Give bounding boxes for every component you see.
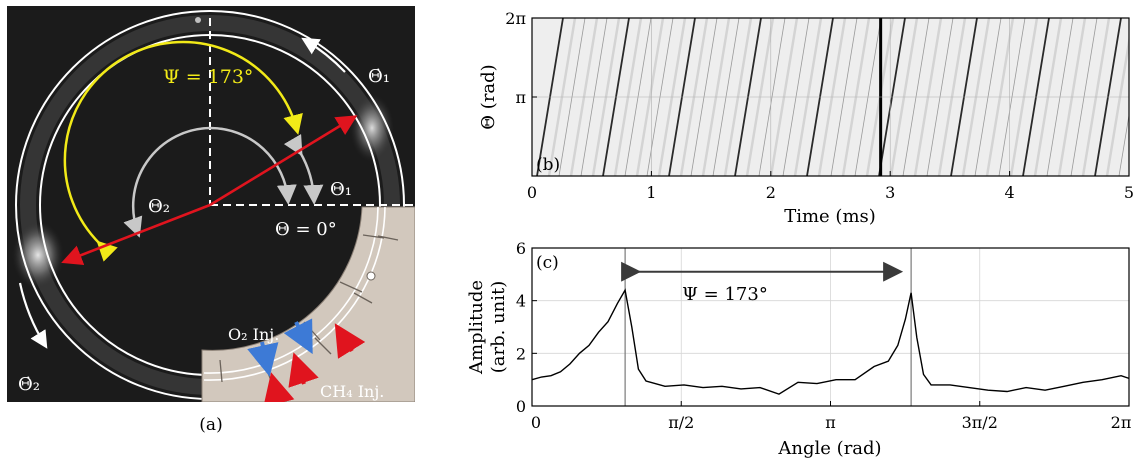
panel-b-ylabel: Θ (rad) (478, 64, 499, 129)
o2-label: O₂ Inj. (228, 325, 279, 344)
x-tick-label: 0 (531, 413, 541, 432)
o2-arrow-2 (247, 341, 279, 377)
amplitude-series-line (531, 288, 1130, 395)
theta2-label: Θ₂ (148, 196, 170, 217)
panel-b-grid (532, 18, 1129, 176)
panel-c-ylabel-line2: (arb. unit) (488, 281, 509, 374)
injector-arc-1 (203, 206, 379, 374)
ch4-label: CH₄ Inj. (320, 382, 384, 401)
x-tick-label: 5 (1124, 183, 1134, 202)
flame-glow-right (350, 94, 394, 162)
x-tick-label: 1 (646, 183, 656, 202)
theta1-label: Θ₁ (330, 179, 352, 200)
red-line-left (61, 203, 211, 266)
theta0-label: Θ = 0° (275, 219, 337, 240)
theta2-dot-label: Θ̇₂ (18, 374, 40, 395)
theta2-arc (123, 126, 211, 238)
y-tick-label: 2 (516, 344, 526, 363)
panel-b-ticks: 0 1 2 3 4 5 2π π (505, 9, 1134, 202)
panel-c-psi-label: Ψ = 173° (682, 284, 768, 305)
panel-c-tag: (c) (536, 253, 559, 273)
psi-label-a: Ψ = 173° (163, 66, 253, 88)
x-tick-label: 4 (1005, 183, 1015, 202)
x-tick-label: 0 (527, 183, 537, 202)
theta2-dot-arrow (18, 282, 48, 349)
x-tick-label: 2 (766, 183, 776, 202)
panel-b-xlabel: Time (ms) (784, 206, 876, 227)
theta1-dot-arrow (301, 37, 346, 73)
y-tick-label: 6 (516, 239, 526, 258)
flame-glow-left (12, 221, 64, 289)
texture-stripe (1118, 112, 1129, 176)
texture-stripe-light (1131, 18, 1146, 176)
panel-c-ticks: 0 π/2 π 3π/2 2π 0 2 4 6 (516, 239, 1132, 432)
y-tick-label: 0 (516, 397, 526, 416)
psi-arc (63, 40, 303, 262)
y-tick-label: 2π (505, 9, 526, 28)
panel-b: 0 1 2 3 4 5 2π π (b) Θ (rad) Time (ms) (478, 9, 1146, 227)
ch4-arrow-3 (263, 372, 295, 402)
panel-b-tag: (b) (536, 155, 560, 175)
x-tick-label: π (825, 413, 836, 432)
x-tick-label: 3π/2 (962, 413, 998, 432)
x-tick-label: 2π (1111, 413, 1132, 432)
theta1-arc-outer (283, 134, 324, 205)
panel-c-grid (532, 248, 1129, 406)
panel-a: Ψ = 173° Θ₂ Θ₁ Θ = 0° Θ̇₁ Θ̇₂ O₂ Inj. CH… (7, 6, 415, 435)
ch4-arrow-2 (288, 352, 319, 388)
y-tick-label: π (515, 88, 526, 107)
injector-arc-2 (203, 206, 386, 381)
panel-c: 0 π/2 π 3π/2 2π 0 2 4 6 Ψ = 173° (c) Amplitude (… (466, 239, 1131, 459)
red-line-right (209, 115, 358, 207)
theta1-dot-label: Θ̇₁ (368, 66, 390, 87)
o2-arrow-1 (283, 318, 313, 355)
ch4-arrow-1 (334, 323, 366, 359)
injector-hole (366, 271, 376, 281)
panel-c-ylabel-line1: Amplitude (466, 280, 487, 375)
y-tick-label: 4 (516, 292, 526, 311)
x-tick-label: 3 (885, 183, 895, 202)
bright-spot (195, 17, 201, 23)
panel-c-xlabel: Angle (rad) (777, 438, 881, 459)
panel-a-caption: (a) (199, 415, 222, 435)
x-tick-label: π/2 (668, 413, 694, 432)
